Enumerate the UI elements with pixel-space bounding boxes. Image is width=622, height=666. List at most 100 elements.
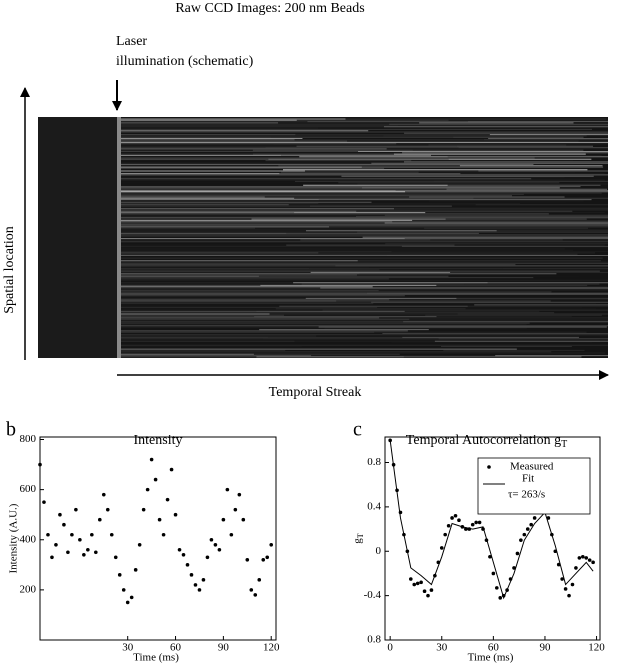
data-point [257, 578, 262, 582]
data-point [193, 583, 198, 587]
panel-label: c [353, 419, 362, 441]
legend-label: Fit [522, 473, 534, 485]
data-point [422, 589, 427, 593]
data-point [591, 560, 595, 565]
data-point [97, 517, 102, 522]
data-point [450, 516, 454, 520]
x-tick-label: 120 [263, 642, 280, 654]
data-point [574, 566, 578, 570]
data-point [50, 555, 54, 560]
x-tick-label: 90 [218, 642, 230, 654]
data-point [453, 513, 458, 518]
data-point [225, 487, 230, 492]
data-point [584, 556, 589, 560]
data-point [477, 520, 482, 525]
data-point [201, 578, 206, 582]
ccd-streaks [121, 118, 608, 358]
data-point [249, 588, 254, 592]
data-point [412, 582, 417, 587]
figure-title: Raw CCD Images: 200 nm Beads [175, 1, 364, 16]
legend-box [477, 457, 591, 515]
plot-frame [39, 436, 277, 641]
data-point [269, 542, 274, 547]
data-point [546, 516, 551, 520]
data-point [443, 532, 448, 537]
data-point [137, 542, 142, 547]
data-point [237, 492, 242, 497]
data-point [54, 542, 58, 547]
data-point [474, 520, 478, 525]
data-point [74, 507, 78, 512]
data-point [470, 522, 475, 527]
laser-line [117, 117, 121, 358]
data-point [181, 552, 186, 557]
legend-label: Measured [510, 461, 554, 473]
data-point [209, 537, 214, 542]
y-tick-label: 0.8 [367, 634, 381, 646]
data-point [446, 523, 451, 528]
data-point [165, 497, 170, 502]
fit-line [389, 440, 594, 600]
data-point [197, 588, 202, 592]
data-point [261, 558, 266, 562]
data-point [86, 547, 90, 552]
data-point [221, 517, 226, 522]
data-point [233, 507, 238, 512]
data-point [161, 532, 166, 537]
data-point [101, 492, 106, 497]
data-point [491, 571, 496, 576]
data-point [426, 593, 430, 598]
x-tick-label: 30 [122, 642, 134, 654]
data-point [205, 555, 210, 560]
panel-label: b [6, 419, 16, 441]
y-axis-label-subscript: T [356, 533, 365, 538]
data-point [457, 518, 461, 522]
data-point [581, 555, 585, 559]
data-point [185, 563, 190, 567]
data-point [265, 555, 270, 560]
x-axis-label: Time (ms) [133, 652, 179, 664]
laser-label: Laser [116, 34, 147, 49]
data-point [567, 593, 571, 598]
data-point [42, 500, 46, 504]
data-point [519, 538, 523, 542]
data-point [109, 532, 114, 537]
x-tick-label: 90 [539, 642, 551, 654]
data-point [62, 522, 66, 527]
spatial-label: Spatial location [2, 226, 17, 313]
data-point [229, 532, 234, 537]
y-tick-label: 400 [20, 533, 37, 545]
chart-title: Temporal Autocorrelation gT [406, 433, 567, 450]
y-axis-label: Intensity (A.U.) [8, 503, 20, 573]
y-tick-label: 0.4 [367, 500, 381, 512]
data-point [241, 517, 246, 522]
data-point [532, 516, 537, 520]
data-point [121, 588, 126, 592]
data-point [149, 457, 154, 462]
data-point [522, 532, 527, 537]
x-tick-label: 0 [387, 642, 393, 654]
y-tick-label: 200 [20, 583, 37, 595]
y-tick-label: -0.4 [364, 589, 382, 601]
y-tick-label: 0 [376, 545, 382, 557]
data-point [439, 546, 444, 550]
data-point [419, 580, 423, 585]
data-point [58, 512, 62, 517]
data-point [525, 527, 530, 531]
data-point [38, 462, 42, 467]
data-point [133, 568, 138, 572]
y-tick-label: 0.8 [367, 456, 381, 468]
data-point [495, 586, 499, 590]
data-point [90, 532, 94, 537]
x-tick-label: 120 [588, 642, 605, 654]
data-point [577, 556, 582, 560]
plot-frame [384, 436, 601, 641]
data-point [409, 577, 413, 581]
ccd-dark-region [38, 117, 117, 358]
data-point [570, 582, 575, 587]
data-point [177, 547, 182, 552]
data-point [498, 596, 503, 600]
legend-marker [487, 465, 491, 469]
